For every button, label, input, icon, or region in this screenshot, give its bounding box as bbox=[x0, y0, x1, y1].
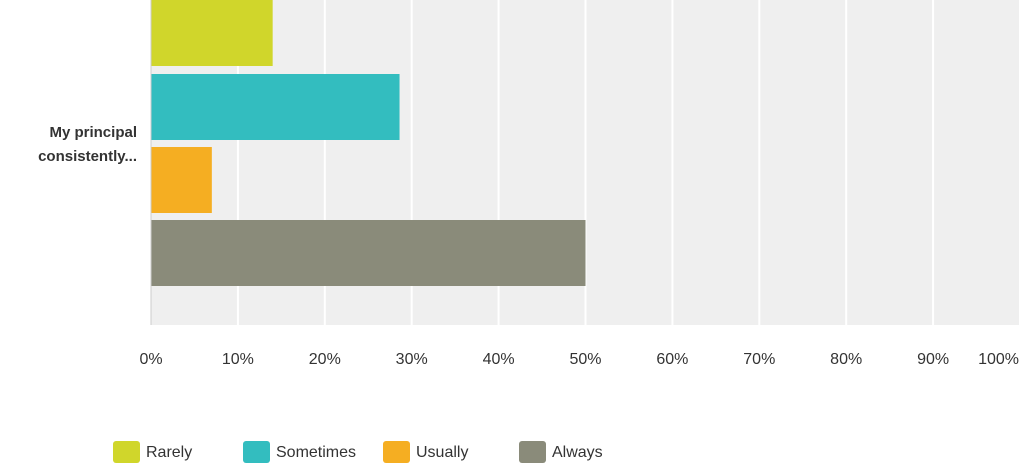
legend-item-sometimes: Sometimes bbox=[243, 441, 356, 463]
x-tick-label: 10% bbox=[222, 351, 254, 368]
bar-usually bbox=[151, 147, 212, 213]
category-label: My principal consistently... bbox=[38, 124, 137, 165]
x-tick-label: 60% bbox=[656, 351, 688, 368]
legend-label: Always bbox=[552, 444, 603, 461]
bar-sometimes bbox=[151, 74, 400, 140]
bars bbox=[151, 0, 586, 286]
legend-item-always: Always bbox=[519, 441, 603, 463]
bar-always bbox=[151, 220, 586, 286]
gridlines bbox=[236, 0, 1021, 325]
x-axis-ticks: 0% 10% 20% 30% 40% 50% 60% 70% 80% 90% 100% bbox=[139, 351, 1019, 368]
x-tick-label: 80% bbox=[830, 351, 862, 368]
legend: Rarely Sometimes Usually Always bbox=[113, 441, 603, 463]
bar-rarely bbox=[151, 0, 273, 66]
x-tick-label: 70% bbox=[743, 351, 775, 368]
legend-swatch bbox=[519, 441, 546, 463]
x-tick-label: 20% bbox=[309, 351, 341, 368]
legend-swatch bbox=[383, 441, 410, 463]
legend-swatch bbox=[113, 441, 140, 463]
category-label-line: consistently... bbox=[38, 148, 137, 165]
legend-item-usually: Usually bbox=[383, 441, 468, 463]
category-label-line: My principal bbox=[49, 124, 137, 141]
x-tick-label: 30% bbox=[396, 351, 428, 368]
legend-label: Sometimes bbox=[276, 444, 356, 461]
x-tick-label: 100% bbox=[978, 351, 1019, 368]
x-tick-label: 0% bbox=[139, 351, 162, 368]
x-tick-label: 90% bbox=[917, 351, 949, 368]
legend-label: Usually bbox=[416, 444, 468, 461]
x-tick-label: 50% bbox=[569, 351, 601, 368]
legend-item-rarely: Rarely bbox=[113, 441, 192, 463]
x-tick-label: 40% bbox=[483, 351, 515, 368]
legend-label: Rarely bbox=[146, 444, 192, 461]
legend-swatch bbox=[243, 441, 270, 463]
